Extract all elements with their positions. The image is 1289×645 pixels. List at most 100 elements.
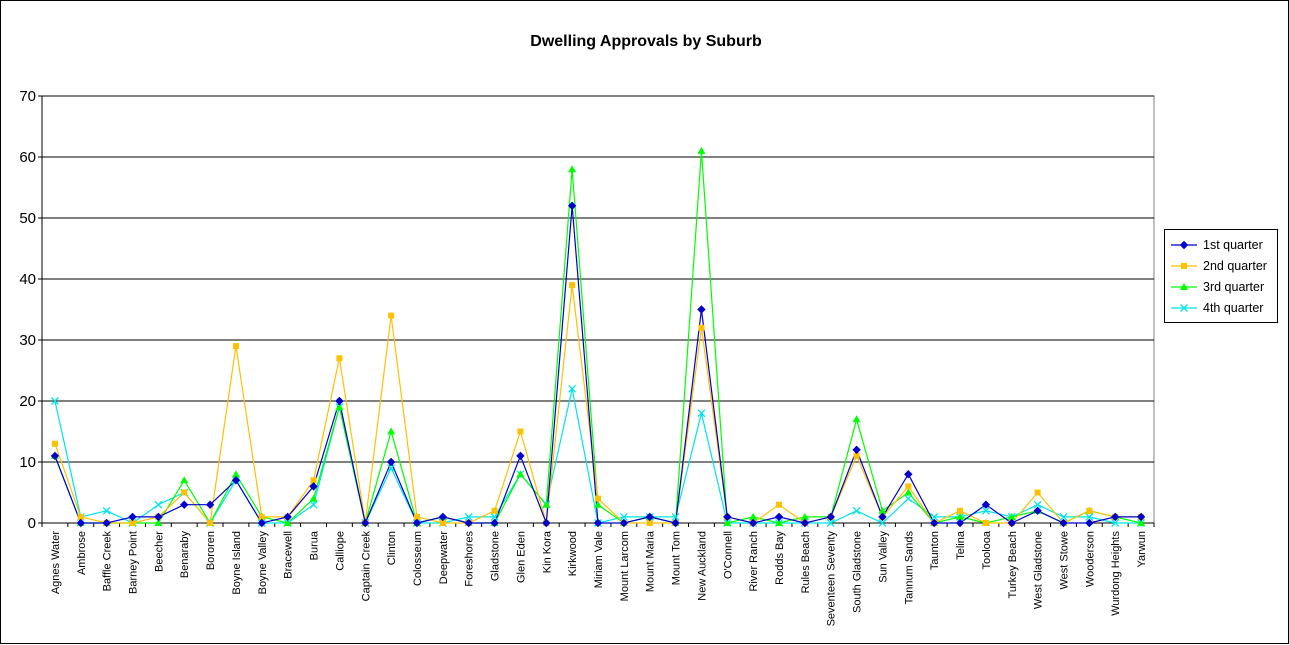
y-tick-label: 40 bbox=[19, 271, 36, 288]
data-point bbox=[723, 519, 732, 526]
x-tick-label: Burua bbox=[309, 530, 321, 560]
x-tick-label: Beecher bbox=[153, 531, 165, 572]
data-point bbox=[491, 507, 498, 514]
data-point bbox=[697, 146, 706, 154]
data-point bbox=[1136, 512, 1146, 522]
data-point bbox=[181, 489, 188, 496]
x-tick-label: Mount Larcom bbox=[619, 531, 631, 601]
data-point bbox=[336, 355, 343, 362]
x-tick-label: South Gladstone bbox=[852, 531, 864, 613]
data-point bbox=[412, 518, 422, 528]
legend-label: 3rd quarter bbox=[1203, 280, 1265, 294]
x-tick-label: Seventeen Seventy bbox=[826, 531, 838, 627]
chart-legend: 1st quarter 2nd quarter 3rd quarter 4th qua… bbox=[1164, 229, 1278, 323]
x-tick-label: Clinton bbox=[386, 531, 398, 565]
data-point bbox=[335, 403, 344, 411]
x-tick-label: Boyne Island bbox=[231, 531, 243, 595]
data-point bbox=[387, 464, 396, 473]
data-point bbox=[154, 512, 163, 522]
x-tick-label: New Auckland bbox=[696, 531, 708, 601]
plot-area bbox=[41, 95, 1155, 524]
x-tick-label: Turkey Beach bbox=[1007, 531, 1019, 598]
y-tick-label: 20 bbox=[19, 393, 36, 410]
data-point bbox=[981, 500, 991, 509]
data-point bbox=[800, 512, 809, 520]
data-point bbox=[568, 384, 577, 393]
data-point bbox=[309, 482, 318, 491]
data-point bbox=[257, 518, 267, 528]
data-point bbox=[387, 427, 396, 435]
data-point bbox=[774, 512, 784, 522]
data-point bbox=[1033, 506, 1042, 516]
data-point bbox=[904, 488, 913, 496]
y-tick-label: 30 bbox=[19, 332, 36, 349]
data-point bbox=[1180, 304, 1188, 312]
x-tick-label: Ambrose bbox=[76, 531, 88, 575]
data-point bbox=[335, 396, 344, 406]
data-point bbox=[1033, 500, 1042, 509]
x-tick-label: Deepwater bbox=[438, 531, 450, 585]
data-point bbox=[595, 495, 601, 502]
legend-swatch bbox=[1171, 304, 1197, 312]
x-tick-label: O'Connell bbox=[722, 531, 734, 579]
data-point bbox=[76, 518, 85, 528]
data-point bbox=[283, 512, 292, 522]
data-point bbox=[748, 518, 758, 528]
legend-label: 4th quarter bbox=[1203, 301, 1264, 315]
data-point bbox=[1059, 518, 1068, 528]
x-tick-label: Agnes Water bbox=[50, 531, 62, 595]
chart-title: Dwelling Approvals by Suburb bbox=[530, 33, 762, 50]
x-tick-label: Benaraby bbox=[179, 531, 191, 579]
data-point bbox=[128, 512, 137, 522]
y-tick-label: 70 bbox=[19, 88, 36, 105]
data-point bbox=[1181, 263, 1187, 269]
data-point bbox=[698, 324, 705, 331]
x-tick-label: Sun Valley bbox=[877, 531, 889, 583]
data-point bbox=[1111, 512, 1120, 522]
data-point bbox=[568, 165, 577, 173]
data-point bbox=[542, 500, 551, 508]
data-point bbox=[310, 477, 317, 484]
x-tick-label: Miriam Vale bbox=[593, 531, 605, 588]
data-point bbox=[645, 512, 654, 522]
data-point bbox=[1179, 240, 1189, 250]
data-point bbox=[826, 512, 835, 522]
data-point bbox=[1007, 518, 1016, 528]
data-point bbox=[852, 506, 861, 515]
data-point bbox=[516, 451, 525, 461]
data-point bbox=[904, 494, 913, 503]
legend-label: 1st quarter bbox=[1203, 238, 1263, 252]
y-tick-label: 10 bbox=[19, 454, 36, 471]
x-tick-label: Toolooa bbox=[981, 530, 993, 569]
data-point bbox=[1007, 512, 1016, 520]
data-point bbox=[180, 500, 189, 509]
x-tick-label: Barney Point bbox=[128, 531, 140, 594]
data-point bbox=[205, 500, 215, 509]
data-point bbox=[957, 507, 964, 514]
data-point bbox=[1137, 519, 1146, 526]
data-point bbox=[154, 500, 163, 509]
y-tick-label: 50 bbox=[19, 210, 36, 227]
data-point bbox=[852, 415, 861, 423]
x-tick-label: Colosseum bbox=[412, 531, 424, 586]
legend-swatch bbox=[1171, 263, 1197, 269]
x-tick-label: Rules Beach bbox=[800, 531, 812, 593]
data-point bbox=[878, 519, 887, 527]
data-point bbox=[388, 312, 395, 319]
data-point bbox=[697, 305, 706, 314]
data-point bbox=[905, 483, 912, 490]
data-point bbox=[386, 457, 396, 467]
data-point bbox=[309, 500, 318, 509]
data-point bbox=[438, 512, 448, 522]
data-point bbox=[464, 518, 473, 528]
x-tick-label: Foreshores bbox=[464, 531, 476, 587]
legend-label: 2nd quarter bbox=[1203, 259, 1267, 273]
data-point bbox=[723, 512, 732, 522]
legend-item: 2nd quarter bbox=[1169, 256, 1277, 276]
x-tick-label: River Ranch bbox=[748, 531, 760, 592]
data-point bbox=[593, 518, 603, 528]
data-point bbox=[697, 409, 706, 418]
legend-item: 4th quarter bbox=[1169, 298, 1277, 318]
data-point bbox=[464, 512, 473, 521]
